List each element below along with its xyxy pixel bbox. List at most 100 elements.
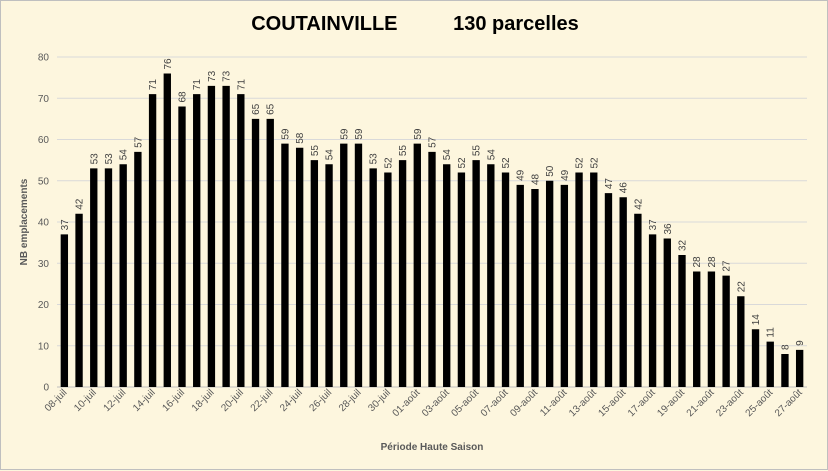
data-label: 65	[266, 103, 277, 115]
bar	[75, 213, 83, 387]
bar	[443, 164, 451, 387]
data-label: 59	[280, 128, 291, 140]
y-tick-label: 0	[43, 383, 49, 394]
x-tick-label: 22-juil	[249, 387, 276, 414]
x-tick-label: 05-août	[449, 387, 481, 419]
bar	[487, 164, 495, 387]
data-label: 55	[398, 145, 409, 157]
bar	[590, 172, 598, 387]
data-label: 9	[795, 340, 806, 346]
x-tick-label: 16-juil	[160, 387, 187, 414]
bar	[148, 94, 157, 387]
data-label: 57	[428, 136, 439, 148]
bar	[648, 234, 657, 387]
data-label: 14	[751, 314, 762, 326]
y-tick-label: 50	[38, 176, 50, 187]
bar	[266, 118, 274, 387]
data-label: 47	[604, 178, 615, 190]
data-label: 65	[251, 103, 262, 115]
bar	[413, 143, 421, 387]
data-label: 52	[501, 157, 512, 169]
bar	[663, 238, 671, 387]
bar	[634, 213, 642, 387]
data-label: 76	[163, 58, 174, 70]
y-tick-label: 60	[38, 135, 50, 146]
x-tick-label: 09-août	[508, 387, 540, 419]
data-label: 8	[780, 344, 791, 350]
bar	[604, 193, 613, 387]
bar	[384, 172, 392, 387]
bar	[619, 197, 627, 387]
data-label: 54	[119, 149, 130, 161]
bar	[398, 160, 407, 387]
data-label: 54	[486, 149, 497, 161]
y-tick-label: 30	[38, 259, 50, 270]
bar	[722, 275, 730, 387]
bar	[531, 189, 539, 387]
data-label: 73	[207, 70, 218, 82]
data-label: 42	[75, 198, 86, 210]
bar	[163, 73, 171, 387]
bar	[545, 180, 554, 387]
bar	[501, 172, 510, 387]
bar	[766, 341, 774, 387]
bar	[457, 172, 466, 387]
bar	[693, 271, 701, 387]
x-tick-label: 23-août	[714, 387, 746, 419]
bar	[178, 106, 186, 387]
bar	[104, 168, 113, 387]
chart-title-row: COUTAINVILLE 130 parcelles	[1, 13, 828, 36]
data-label: 55	[472, 145, 483, 157]
x-tick-label: 28-juil	[337, 387, 364, 414]
x-tick-label: 24-juil	[278, 387, 305, 414]
data-label: 59	[339, 128, 350, 140]
bar	[751, 329, 760, 387]
data-label: 54	[442, 149, 453, 161]
bar	[325, 164, 333, 387]
bar	[340, 143, 348, 387]
data-label: 46	[619, 182, 630, 194]
x-tick-label: 20-juil	[219, 387, 246, 414]
data-label: 22	[736, 281, 747, 293]
bar	[119, 164, 127, 387]
chart-title: COUTAINVILLE	[251, 13, 398, 35]
x-tick-label: 13-août	[567, 387, 599, 419]
x-tick-label: 26-juil	[308, 387, 335, 414]
data-label: 52	[589, 157, 600, 169]
data-label: 27	[722, 260, 733, 272]
data-label: 11	[766, 327, 777, 338]
bar	[428, 151, 436, 387]
bar	[60, 234, 69, 387]
bar	[310, 160, 319, 387]
x-tick-label: 11-août	[538, 387, 569, 418]
y-tick-label: 20	[38, 300, 50, 311]
data-label: 58	[295, 132, 306, 144]
x-tick-label: 18-juil	[190, 387, 217, 414]
data-label: 28	[707, 256, 718, 268]
bar	[222, 85, 230, 387]
bar	[516, 184, 524, 387]
x-tick-label: 25-août	[744, 387, 776, 419]
x-tick-label: 07-août	[479, 387, 511, 419]
data-label: 52	[457, 157, 468, 169]
x-tick-label: 21-août	[685, 387, 717, 419]
y-tick-label: 70	[38, 94, 50, 105]
data-label: 53	[104, 153, 115, 165]
data-label: 71	[192, 79, 203, 91]
data-label: 52	[383, 157, 394, 169]
x-axis-title: Période Haute Saison	[381, 442, 484, 453]
data-label: 37	[60, 219, 71, 231]
x-tick-label: 03-août	[420, 387, 452, 419]
data-label: 48	[530, 173, 541, 185]
y-tick-label: 80	[38, 53, 50, 64]
bar	[134, 151, 142, 387]
data-label: 68	[178, 91, 189, 103]
data-label: 32	[678, 239, 689, 251]
bar	[295, 147, 304, 387]
bar	[795, 349, 804, 387]
data-label: 59	[413, 128, 424, 140]
data-label: 55	[310, 145, 321, 157]
bar	[251, 118, 260, 387]
